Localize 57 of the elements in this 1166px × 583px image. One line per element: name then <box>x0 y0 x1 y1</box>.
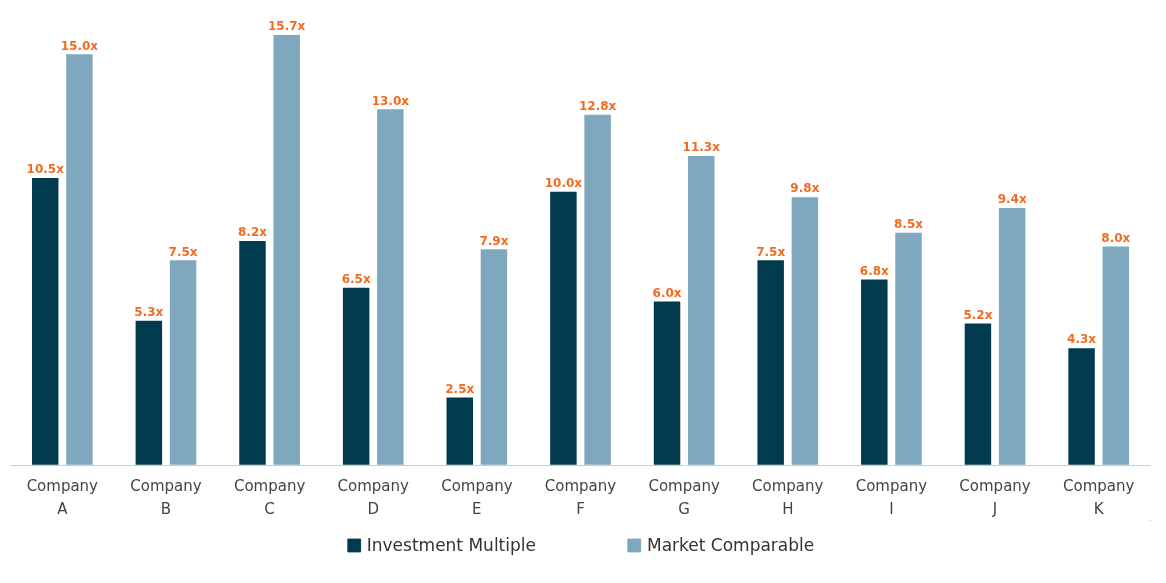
data-label: 7.5x <box>756 244 786 259</box>
bar <box>790 195 820 466</box>
data-label: 13.0x <box>371 93 410 108</box>
x-tick-label: Company K <box>1063 476 1135 518</box>
data-label: 7.9x <box>479 233 509 248</box>
data-label: 10.0x <box>544 175 583 190</box>
bar <box>755 258 786 466</box>
bar <box>341 286 371 466</box>
x-tick-label: Company E <box>441 476 513 518</box>
data-label: 4.3x <box>1067 332 1097 347</box>
x-tick-label: Company H <box>752 476 824 518</box>
bar <box>134 319 164 466</box>
x-tick-label: Company A <box>26 476 99 518</box>
data-label: 8.5x <box>894 217 924 232</box>
bar <box>30 176 60 466</box>
data-label: 8.0x <box>1101 230 1131 245</box>
data-label: 5.3x <box>134 304 164 319</box>
x-tick-label: Company I <box>855 476 928 518</box>
data-label: 11.3x <box>682 140 721 155</box>
data-label: 6.5x <box>341 272 371 287</box>
data-label: 5.2x <box>963 307 993 322</box>
bar <box>859 278 890 466</box>
data-label: 8.2x <box>237 225 268 240</box>
data-label: 15.7x <box>268 19 306 34</box>
data-label: 10.5x <box>26 162 65 177</box>
data-label: 12.8x <box>578 99 617 113</box>
bar <box>168 258 198 466</box>
x-tick-label: Company G <box>648 476 720 518</box>
bar <box>237 239 268 466</box>
data-label: 7.5x <box>168 244 198 259</box>
x-tick-label: Company C <box>233 476 306 518</box>
bar <box>1101 245 1131 466</box>
data-label: 6.8x <box>859 263 890 278</box>
bar <box>1066 346 1097 466</box>
legend-label: Market Comparable <box>646 535 815 555</box>
bar <box>686 154 716 466</box>
x-tick-label: Company J <box>959 476 1031 518</box>
bar <box>963 321 993 466</box>
bar <box>375 107 406 466</box>
data-label: 9.8x <box>790 181 820 196</box>
data-label: 6.0x <box>652 285 682 300</box>
data-label: 15.0x <box>60 38 99 53</box>
bar <box>548 190 579 466</box>
data-label: 2.5x <box>445 381 475 396</box>
x-tick-label: Company D <box>337 476 410 518</box>
data-label: 9.4x <box>997 192 1027 207</box>
bar <box>271 33 302 466</box>
bar <box>652 299 682 466</box>
bar <box>893 231 924 466</box>
bar <box>64 52 95 466</box>
legend-label: Investment Multiple <box>366 535 536 555</box>
x-tick-label: Company F <box>544 476 617 518</box>
bar <box>997 206 1027 466</box>
bar <box>479 247 509 466</box>
x-tick-label: Company B <box>130 476 202 518</box>
bar <box>445 396 475 466</box>
bar <box>582 113 613 466</box>
